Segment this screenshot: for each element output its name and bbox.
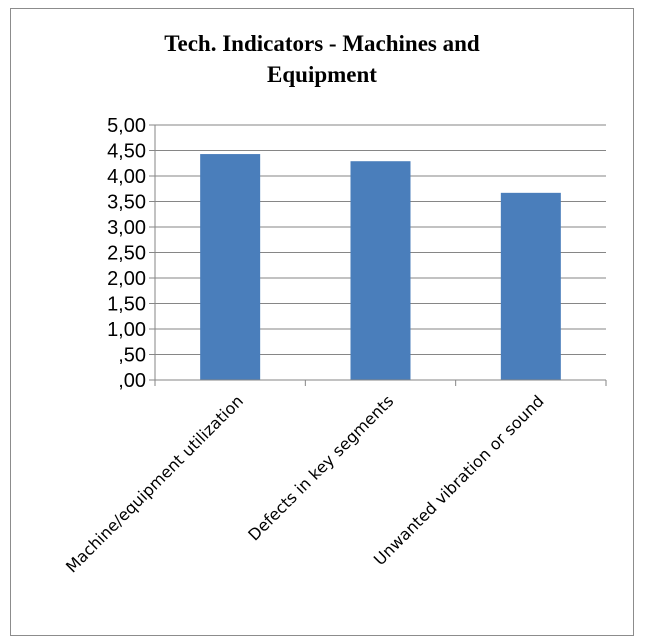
y-tick-label: 2,50 [107, 243, 146, 265]
y-tick-label: 4,50 [107, 141, 146, 163]
y-tick-label: 5,00 [107, 115, 146, 137]
chart-title: Tech. Indicators - Machines and Equipmen… [164, 31, 480, 87]
y-tick-label: 1,00 [107, 319, 146, 341]
y-tick-labels: ,00 ,50 1,00 1,50 2,00 2,50 3,00 3,50 4,00 4,50 5,… [107, 115, 146, 392]
x-category-label: Defects in key segments [244, 391, 397, 544]
x-category-label: Unwanted vibration or sound [370, 391, 548, 569]
y-tick-label: ,50 [118, 345, 146, 367]
y-tick-label: 2,00 [107, 268, 146, 290]
x-category-label: Machine/equipment utilization [62, 391, 247, 576]
y-tick-label: 3,00 [107, 217, 146, 239]
bar [200, 154, 261, 380]
bar [350, 161, 411, 380]
bar [500, 192, 561, 380]
y-tick-label: 1,50 [107, 294, 146, 316]
y-tick-label: ,00 [118, 370, 146, 392]
bars [200, 154, 561, 380]
y-tick-label: 4,00 [107, 166, 146, 188]
axes [149, 124, 607, 386]
y-tick-label: 3,50 [107, 192, 146, 214]
